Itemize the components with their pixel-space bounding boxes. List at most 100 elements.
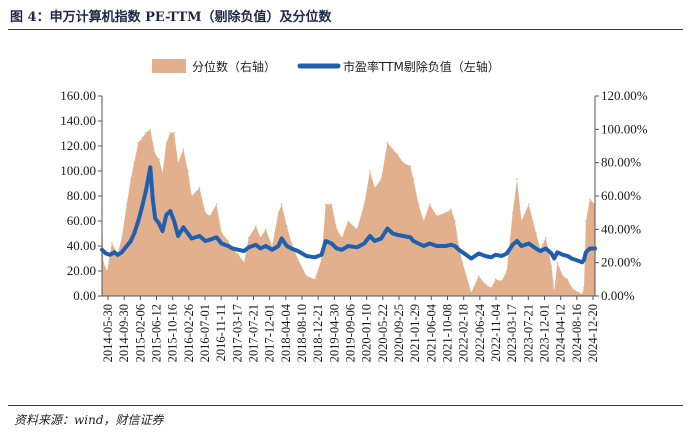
right-tick-label: 0.00% [601, 288, 635, 303]
percentile-point [165, 141, 168, 144]
percentile-point [173, 131, 175, 134]
percentile-point [154, 153, 156, 156]
percentile-point [204, 211, 207, 214]
percentile-point [556, 261, 559, 264]
right-tick-label: 100.00% [601, 121, 648, 136]
percentile-point [391, 148, 394, 151]
left-tick-label: 120.00 [60, 138, 96, 153]
x-tick-label: 2019-04-30 [327, 304, 341, 362]
pe-point [552, 256, 556, 261]
pe-point [176, 234, 180, 238]
percentile-point [356, 228, 358, 231]
pe-point [444, 244, 448, 248]
pe-point [519, 244, 524, 248]
x-tick-label: 2017-12-01 [263, 304, 277, 362]
pe-point [335, 246, 339, 251]
x-tick-label: 2024-08-16 [570, 304, 584, 362]
percentile-point [363, 203, 366, 206]
x-tick-label: 2023-07-21 [521, 304, 535, 362]
x-tick-label: 2014-05-30 [101, 304, 115, 362]
x-tick-label: 2018-12-21 [311, 304, 325, 362]
x-tick-label: 2022-11-04 [489, 303, 503, 362]
pe-point [401, 234, 405, 238]
pe-point [153, 216, 157, 221]
percentile-point [190, 195, 193, 197]
figure-title: 图 4：申万计算机指数 PE-TTM（剔除负值）及分位数 [10, 10, 332, 25]
pe-point [555, 250, 560, 254]
percentile-point [470, 291, 473, 294]
percentile-point [324, 203, 327, 206]
pe-point [544, 246, 548, 251]
legend: 分位数（右轴） 市盈率TTM剔除负值（左轴） [152, 59, 500, 74]
x-tick-label: 2020-05-22 [376, 304, 390, 362]
percentile-point [161, 171, 164, 174]
percentile-point [336, 228, 338, 231]
pe-point [242, 249, 246, 253]
pe-point [236, 248, 240, 252]
percentile-point [320, 258, 323, 261]
percentile-point [187, 170, 189, 172]
percentile-point [111, 241, 113, 244]
percentile-point [545, 236, 547, 239]
pe-point [132, 231, 136, 236]
x-tick-label: 2016-07-01 [198, 304, 212, 362]
pe-point [264, 244, 268, 248]
percentile-point [581, 293, 583, 296]
percentile-point [409, 165, 412, 167]
x-tick-label: 2015-06-12 [150, 304, 164, 362]
percentile-point [102, 261, 105, 264]
percentile-point [417, 203, 420, 206]
pe-point [477, 251, 481, 256]
percentile-point [126, 203, 128, 206]
percentile-point [528, 203, 530, 206]
percentile-point [402, 161, 404, 164]
pe-point [391, 231, 395, 236]
pe-point [214, 235, 219, 239]
pe-point [461, 250, 465, 254]
pe-point [319, 253, 324, 257]
pe-point [280, 236, 284, 241]
pe-point [313, 255, 317, 259]
percentile-point [271, 245, 273, 247]
x-tick-label: 2022-06-24 [473, 303, 487, 362]
legend-swatch-percentile [152, 59, 186, 73]
percentile-point [130, 178, 132, 181]
pe-point [549, 251, 554, 256]
percentile-point [494, 278, 497, 281]
pe-point [157, 221, 161, 226]
pe-point [346, 244, 350, 248]
pe-point [190, 236, 194, 241]
percentile-point [500, 280, 503, 282]
percentile-point [220, 231, 223, 234]
pe-point [570, 256, 574, 261]
pe-point [148, 165, 152, 169]
pe-point [483, 254, 487, 258]
percentile-points [101, 128, 596, 296]
percentile-point [209, 215, 211, 217]
pe-point [203, 239, 207, 243]
percentile-point [297, 258, 299, 261]
pe-point [258, 246, 262, 251]
pe-point [422, 244, 426, 248]
percentile-point [247, 236, 250, 239]
percentile-point [341, 236, 343, 239]
percentile-point [553, 290, 555, 292]
percentile-point [535, 231, 537, 234]
pe-point [453, 244, 457, 248]
axes: 0.00 20.00 40.00 60.00 80.00 100.00 120.00 140.… [60, 88, 648, 362]
right-tick-label: 80.00% [601, 155, 641, 170]
pe-point [197, 234, 202, 238]
percentile-point [243, 261, 245, 264]
pe-point [289, 246, 293, 251]
pe-point [566, 254, 570, 258]
left-tick-label: 80.00 [67, 188, 96, 203]
pe-point [494, 253, 498, 257]
percentile-point [149, 128, 152, 131]
left-tick-label: 20.00 [67, 263, 96, 278]
percentile-point [550, 265, 553, 267]
pe-point [186, 231, 190, 236]
pe-point [355, 245, 359, 249]
percentile-point [277, 211, 280, 214]
pe-point [276, 244, 280, 248]
